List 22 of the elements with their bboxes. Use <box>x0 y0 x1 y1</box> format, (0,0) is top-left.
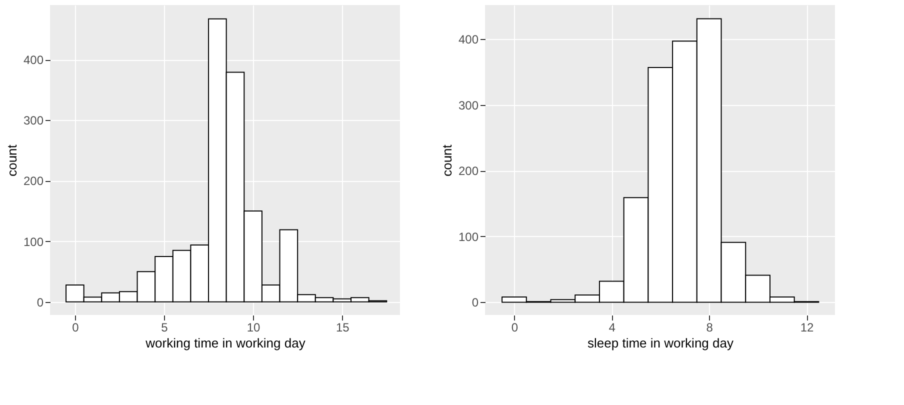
y-tick-label: 300 <box>23 114 44 128</box>
y-tick-label: 100 <box>458 230 479 244</box>
x-tick-label: 0 <box>72 320 80 334</box>
y-tick-label: 200 <box>23 174 44 188</box>
y-tick-label: 300 <box>458 98 479 112</box>
x-tick-label: 4 <box>608 320 616 334</box>
y-axis-title: count <box>439 144 454 176</box>
x-axis-title: working time in working day <box>144 336 306 350</box>
x-tick-label: 5 <box>161 320 168 334</box>
y-tick-label: 100 <box>23 234 44 249</box>
y-tick-label: 200 <box>458 164 479 178</box>
x-tick-label: 12 <box>800 320 814 334</box>
x-axis-title: sleep time in working day <box>588 336 734 350</box>
x-tick-label: 8 <box>706 320 714 334</box>
y-tick-label: 0 <box>472 296 479 310</box>
x-tick-label: 10 <box>246 320 261 334</box>
x-tick-label: 0 <box>511 320 518 334</box>
y-axis-title: count <box>4 144 20 176</box>
x-tick-label: 15 <box>336 320 350 334</box>
y-tick-label: 400 <box>458 32 479 47</box>
y-tick-label: 400 <box>23 53 44 68</box>
y-tick-label: 0 <box>36 295 44 310</box>
